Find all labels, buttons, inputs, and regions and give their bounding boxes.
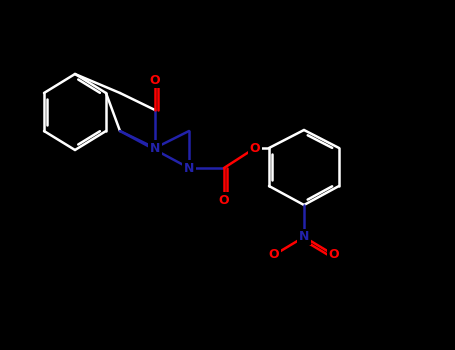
Text: N: N (184, 161, 194, 175)
Text: O: O (150, 74, 160, 86)
Text: O: O (219, 194, 229, 206)
Text: O: O (269, 248, 279, 261)
Text: N: N (299, 231, 309, 244)
Text: N: N (150, 141, 160, 154)
Text: O: O (250, 141, 260, 154)
Text: O: O (329, 248, 339, 261)
